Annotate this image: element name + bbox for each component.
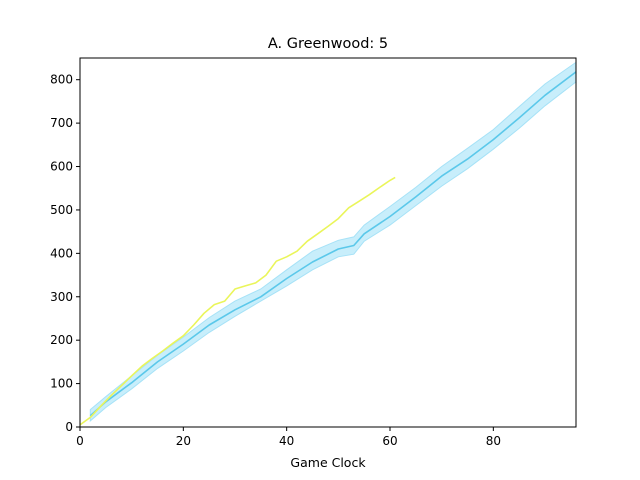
plot-area: [80, 61, 576, 426]
y-tick-label: 400: [50, 246, 73, 260]
y-tick-label: 800: [50, 73, 73, 87]
plot-frame: [79, 57, 577, 428]
y-tick-label: 100: [50, 377, 73, 391]
confidence-band: [89, 61, 576, 422]
y-tick-label: 0: [65, 420, 73, 434]
y-tick-label: 700: [50, 116, 73, 130]
chart-title: A. Greenwood: 5: [268, 36, 388, 52]
x-axis-label: Game Clock: [290, 455, 366, 470]
y-tick-label: 200: [50, 333, 73, 347]
y-tick-label: 500: [50, 203, 73, 217]
player-line: [80, 176, 396, 426]
x-tick-label: 20: [176, 434, 191, 448]
y-tick-label: 600: [50, 160, 73, 174]
average-line: [89, 71, 576, 417]
x-tick-label: 40: [279, 434, 294, 448]
x-tick-label: 80: [486, 434, 501, 448]
x-tick-label: 60: [382, 434, 397, 448]
y-tick-label: 300: [50, 290, 73, 304]
x-tick-label: 0: [76, 434, 84, 448]
series-group: [80, 61, 576, 426]
